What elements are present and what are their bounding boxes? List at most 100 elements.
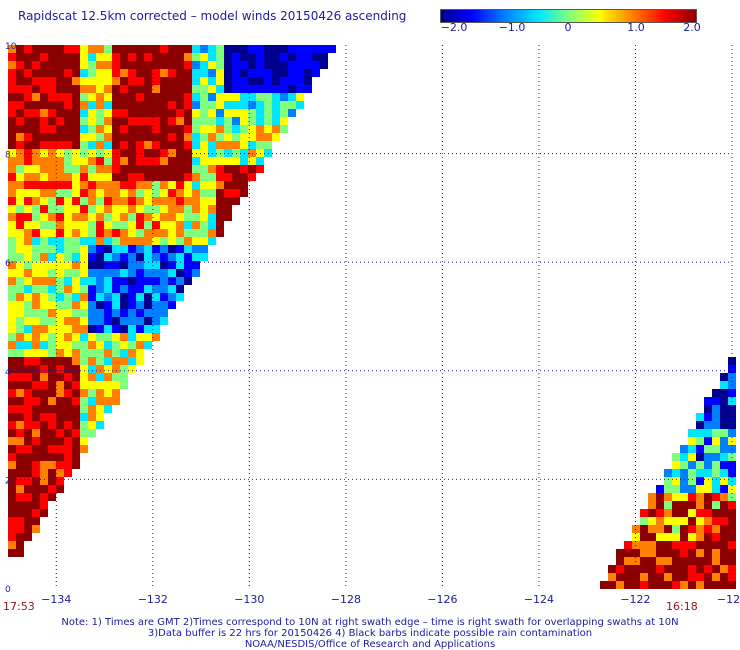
wind-cell <box>168 85 176 93</box>
wind-cell <box>64 53 72 61</box>
wind-cell <box>104 157 112 165</box>
wind-cell <box>664 541 672 549</box>
wind-cell <box>144 93 152 101</box>
wind-cell <box>288 77 296 85</box>
wind-cell <box>16 69 24 77</box>
wind-cell <box>184 101 192 109</box>
wind-cell <box>144 277 152 285</box>
wind-cell <box>72 109 80 117</box>
wind-cell <box>40 373 48 381</box>
wind-cell <box>128 117 136 125</box>
wind-cell <box>184 181 192 189</box>
wind-cell <box>48 357 56 365</box>
wind-cell <box>184 93 192 101</box>
wind-cell <box>40 461 48 469</box>
wind-cell <box>128 277 136 285</box>
wind-cell <box>248 133 256 141</box>
wind-cell <box>40 301 48 309</box>
wind-cell <box>80 341 88 349</box>
wind-cell <box>184 61 192 69</box>
wind-cell <box>24 53 32 61</box>
y-tick-label: 4 <box>5 368 11 378</box>
wind-cell <box>176 221 184 229</box>
wind-cell <box>672 485 680 493</box>
wind-cell <box>56 365 64 373</box>
wind-cell <box>192 149 200 157</box>
wind-cell <box>32 53 40 61</box>
wind-cell <box>160 93 168 101</box>
wind-cell <box>624 573 632 581</box>
wind-cell <box>32 437 40 445</box>
wind-cell <box>32 133 40 141</box>
wind-cell <box>56 245 64 253</box>
wind-cell <box>128 157 136 165</box>
wind-cell <box>88 293 96 301</box>
wind-cell <box>152 53 160 61</box>
wind-cell <box>48 213 56 221</box>
wind-cell <box>8 85 16 93</box>
wind-cell <box>640 533 648 541</box>
wind-cell <box>8 381 16 389</box>
wind-cell <box>192 181 200 189</box>
wind-cell <box>720 389 728 397</box>
wind-cell <box>72 269 80 277</box>
wind-cell <box>8 445 16 453</box>
wind-cell <box>88 221 96 229</box>
wind-cell <box>80 141 88 149</box>
wind-cell <box>648 501 656 509</box>
wind-cell <box>128 237 136 245</box>
wind-cell <box>16 333 24 341</box>
wind-cell <box>56 93 64 101</box>
wind-cell <box>24 213 32 221</box>
wind-cell <box>192 253 200 261</box>
wind-cell <box>120 309 128 317</box>
wind-cell <box>704 517 712 525</box>
wind-cell <box>616 557 624 565</box>
wind-cell <box>96 373 104 381</box>
wind-cell <box>200 213 208 221</box>
wind-cell <box>56 165 64 173</box>
wind-cell <box>168 141 176 149</box>
wind-cell <box>8 69 16 77</box>
wind-cell <box>32 261 40 269</box>
wind-cell <box>152 93 160 101</box>
wind-cell <box>80 253 88 261</box>
wind-cell <box>696 461 704 469</box>
wind-cell <box>184 229 192 237</box>
wind-cell <box>64 269 72 277</box>
wind-cell <box>280 93 288 101</box>
wind-cell <box>240 133 248 141</box>
wind-cell <box>48 333 56 341</box>
wind-cell <box>48 269 56 277</box>
wind-cell <box>56 125 64 133</box>
wind-cell <box>192 205 200 213</box>
wind-cell <box>48 117 56 125</box>
wind-cell <box>288 69 296 77</box>
wind-cell <box>176 133 184 141</box>
wind-cell <box>32 197 40 205</box>
wind-cell <box>96 53 104 61</box>
wind-cell <box>648 573 656 581</box>
wind-cell <box>144 325 152 333</box>
wind-cell <box>720 517 728 525</box>
wind-cell <box>120 101 128 109</box>
wind-cell <box>256 77 264 85</box>
wind-cell <box>56 69 64 77</box>
wind-cell <box>192 69 200 77</box>
wind-cell <box>96 421 104 429</box>
wind-cell <box>32 165 40 173</box>
wind-cell <box>200 165 208 173</box>
wind-cell <box>160 85 168 93</box>
wind-cell <box>40 213 48 221</box>
wind-cell <box>88 277 96 285</box>
wind-cell <box>696 477 704 485</box>
x-tick-label: −120 <box>717 593 740 606</box>
wind-cell <box>200 197 208 205</box>
wind-cell <box>96 197 104 205</box>
wind-cell <box>48 69 56 77</box>
wind-cell <box>248 45 256 53</box>
wind-cell <box>256 85 264 93</box>
wind-cell <box>176 269 184 277</box>
wind-cell <box>104 205 112 213</box>
wind-cell <box>104 53 112 61</box>
